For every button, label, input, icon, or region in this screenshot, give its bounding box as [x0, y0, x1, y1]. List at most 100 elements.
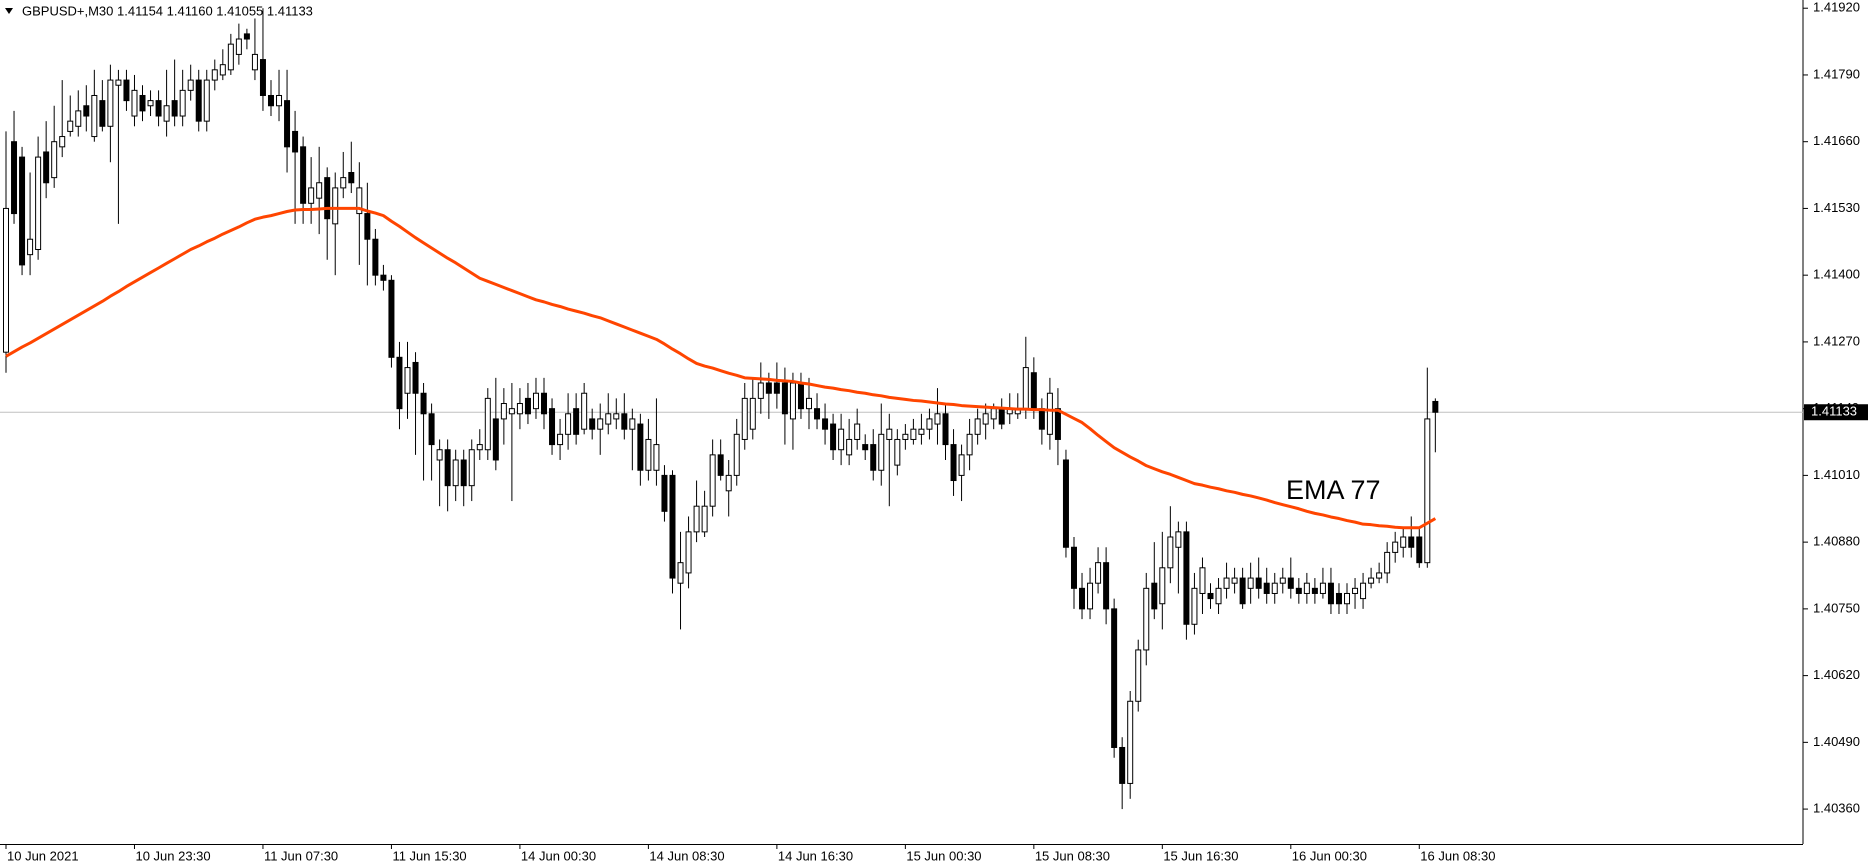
candle-body-bear	[524, 397, 531, 415]
candle-body-bear	[1335, 592, 1342, 605]
y-tick-label: 1.40490	[1813, 734, 1860, 749]
candle-body-bull	[1384, 551, 1391, 574]
candle-body-bear	[19, 156, 26, 266]
candle-body-bull	[565, 413, 572, 435]
candle-body-bull	[1215, 587, 1222, 605]
candle-body-bear	[1038, 408, 1045, 430]
candle-body-bull	[203, 79, 210, 122]
candle-body-bull	[1279, 577, 1286, 584]
candle-body-bull	[468, 449, 475, 487]
x-tick-label: 16 Jun 08:30	[1420, 848, 1495, 863]
candle-body-bear	[589, 418, 596, 430]
candle-body-bull	[894, 438, 901, 466]
candle-body-bear	[950, 444, 957, 482]
candle-body-bull	[227, 43, 234, 71]
candle-body-bear	[1062, 459, 1069, 548]
candle-body-bull	[1360, 582, 1367, 600]
candle-body-bear	[267, 94, 274, 107]
candle-body-bear	[773, 382, 780, 394]
candle-body-bull	[219, 64, 226, 76]
candle-body-bear	[259, 59, 266, 96]
candle-body-bull	[59, 136, 66, 148]
candle-body-bear	[396, 356, 403, 410]
candle-body-bear	[292, 130, 299, 153]
candle-body-bull	[806, 397, 812, 410]
candle-body-bull	[854, 423, 861, 440]
candle-body-bull	[1271, 582, 1278, 594]
candle-body-bull	[1400, 536, 1407, 548]
candle-body-bull	[276, 94, 283, 107]
candle-body-bull	[332, 187, 339, 225]
candle-body-bull	[436, 449, 443, 461]
y-tick-label: 1.40360	[1813, 801, 1860, 816]
candle-body-bear	[862, 444, 869, 451]
candle-body-bear	[388, 279, 395, 358]
x-tick-label: 14 Jun 00:30	[521, 848, 596, 863]
y-tick-label: 1.40620	[1813, 667, 1860, 682]
candle-body-bear	[428, 413, 435, 446]
x-tick-label: 15 Jun 16:30	[1163, 848, 1238, 863]
candle-body-bear	[830, 423, 837, 451]
chart-title: GBPUSD+,M30 1.41154 1.41160 1.41055 1.41…	[22, 3, 313, 18]
candle-body-bull	[1319, 582, 1326, 594]
candle-body-bull	[1159, 567, 1166, 605]
candle-body-bear	[797, 382, 804, 410]
candle-body-bull	[1376, 572, 1383, 579]
candle-body-bear	[1263, 582, 1270, 594]
candle-body-bull	[27, 238, 34, 256]
candle-body-bear	[1327, 582, 1334, 605]
candle-body-bull	[404, 367, 411, 394]
menu-triangle[interactable]	[5, 8, 13, 14]
candle-body-bear	[1287, 577, 1294, 589]
x-tick-label: 10 Jun 23:30	[135, 848, 210, 863]
candle-body-bull	[1247, 577, 1254, 589]
candle-body-bull	[1352, 587, 1359, 594]
candle-body-bull	[613, 413, 620, 420]
candle-body-bear	[781, 382, 788, 415]
candle-body-bull	[653, 444, 660, 471]
candle-body-bull	[902, 433, 909, 440]
candle-body-bear	[364, 213, 371, 240]
y-tick-label: 1.41530	[1813, 200, 1860, 215]
candle-body-bull	[982, 413, 989, 425]
candle-body-bull	[974, 418, 981, 435]
candle-body-bull	[340, 177, 347, 189]
candle-body-bear	[998, 408, 1005, 425]
candle-body-bull	[3, 207, 9, 353]
candle-body-bear	[420, 392, 427, 415]
x-tick-label: 14 Jun 16:30	[778, 848, 853, 863]
candle-body-bear	[348, 171, 355, 184]
candle-body-bull	[1143, 587, 1150, 651]
candle-body-bull	[926, 418, 933, 430]
candle-body-bull	[1046, 392, 1053, 435]
x-tick-label: 11 Jun 15:30	[392, 848, 466, 863]
candle-body-bear	[541, 392, 548, 415]
candle-body-bull	[878, 433, 885, 471]
candle-body-bear	[573, 408, 580, 435]
candle-body-bear	[99, 100, 106, 127]
candle-body-bull	[107, 79, 114, 127]
candle-body-bull	[677, 562, 684, 584]
candle-body-bull	[749, 397, 756, 430]
candle-body-bull	[709, 454, 716, 507]
candle-body-bull	[557, 433, 564, 446]
candle-body-bear	[43, 151, 50, 184]
candle-body-bull	[645, 438, 652, 471]
candle-body-bull	[725, 474, 732, 492]
candle-body-bear	[1295, 587, 1302, 594]
candle-body-bull	[51, 141, 58, 179]
candle-body-bear	[669, 474, 676, 579]
candle-body-bull	[1135, 649, 1142, 702]
candle-body-bull	[235, 38, 242, 55]
candle-body-bull	[115, 79, 122, 86]
candle-body-bull	[179, 89, 186, 117]
candle-body-bull	[693, 505, 700, 533]
x-tick-label: 15 Jun 00:30	[906, 848, 981, 863]
candle-body-bull	[1022, 367, 1029, 410]
candle-body-bull	[508, 408, 515, 415]
candle-body-bull	[163, 105, 170, 122]
y-tick-label: 1.41790	[1813, 66, 1860, 81]
x-tick-label: 11 Jun 07:30	[264, 848, 338, 863]
